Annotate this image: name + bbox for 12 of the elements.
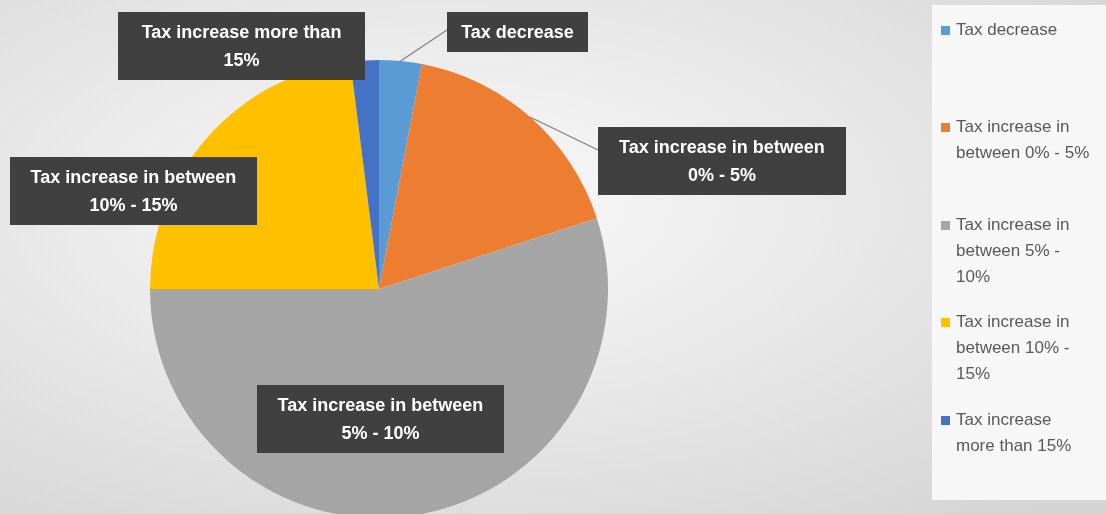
legend-label: Tax increase in between 0% - 5%: [956, 117, 1090, 162]
slice-label: Tax increase in between 5% - 10%: [277, 395, 484, 443]
pie-slice: [379, 60, 422, 289]
slice-label: Tax increase more than 15%: [141, 22, 342, 70]
pie-slice: [379, 64, 597, 289]
legend-label: Tax increase in between 5% - 10%: [956, 215, 1070, 286]
slice-label: Tax decrease: [461, 22, 574, 42]
legend-label: Tax increase more than 15%: [956, 410, 1072, 455]
legend-label: Tax decrease: [956, 20, 1058, 39]
legend-label: Tax increase in between 10% - 15%: [956, 312, 1070, 383]
slice-label: Tax increase in between 10% - 15%: [30, 167, 237, 215]
slice-label: Tax increase in between 0% - 5%: [619, 137, 825, 185]
